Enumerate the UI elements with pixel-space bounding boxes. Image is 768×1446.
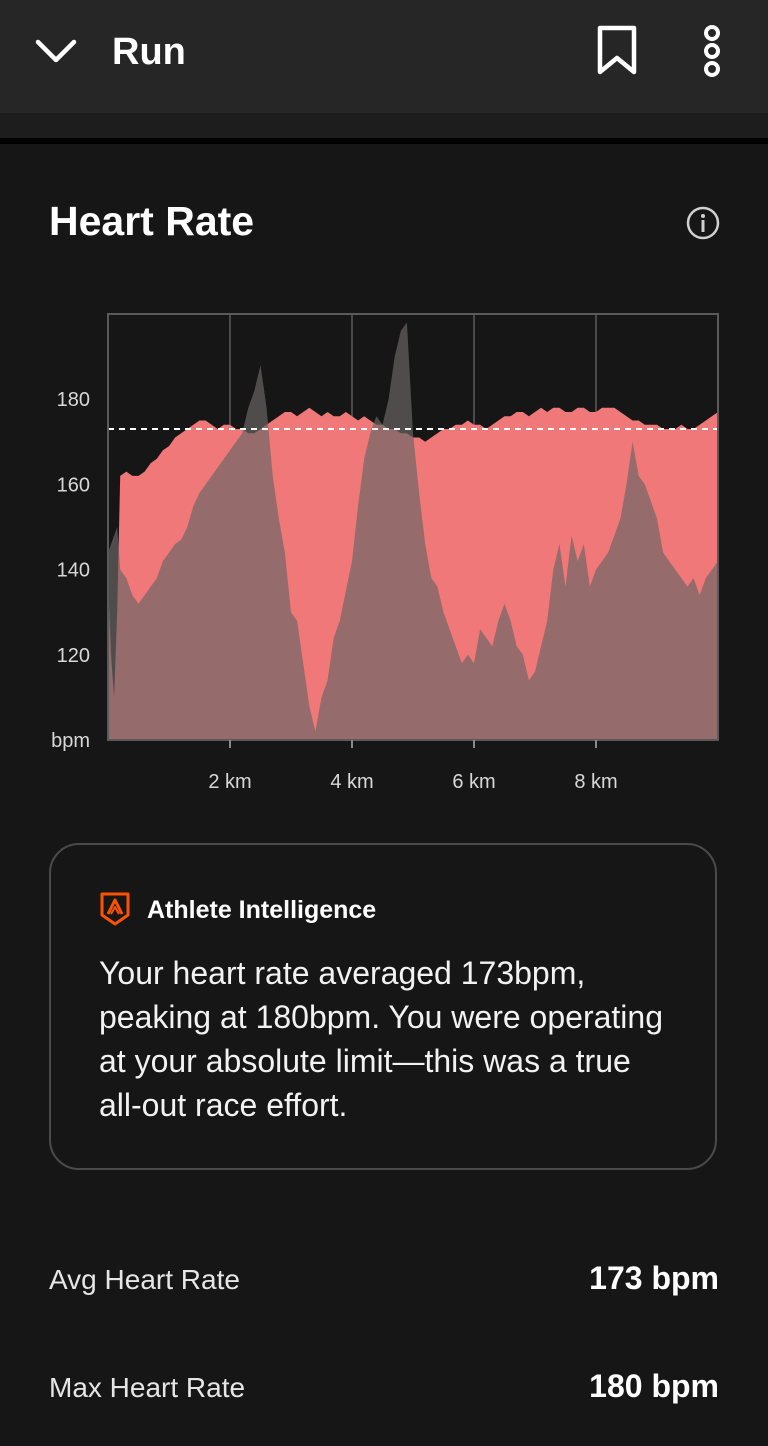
y-tick-label: 140 <box>57 560 90 582</box>
x-tick-label: 4 km <box>330 771 373 793</box>
y-tick-label: 160 <box>57 474 90 496</box>
x-tick-label: 2 km <box>208 771 251 793</box>
section-title: Heart Rate <box>49 198 255 244</box>
info-icon[interactable] <box>685 205 721 241</box>
avg-heart-rate-label: Avg Heart Rate <box>49 1264 240 1295</box>
plot-frame <box>107 313 719 741</box>
athlete-intelligence-text: Your heart rate averaged 173bpm, peaking… <box>99 955 663 1123</box>
page-title: Run <box>112 31 186 73</box>
max-heart-rate-value: 180 bpm <box>589 1368 719 1404</box>
athlete-intelligence-card[interactable]: Athlete Intelligence Your heart rate ave… <box>49 843 717 1170</box>
x-tick-label: 6 km <box>452 771 495 793</box>
top-bar: Run <box>0 0 768 113</box>
section-divider <box>0 138 768 144</box>
y-axis-unit-label: bpm <box>51 730 90 752</box>
more-vertical-icon[interactable] <box>696 24 728 78</box>
elevation-area <box>108 322 718 740</box>
y-tick-label: 120 <box>57 645 90 667</box>
chevron-down-icon[interactable] <box>30 30 82 74</box>
max-heart-rate-label: Max Heart Rate <box>49 1372 246 1403</box>
heart-rate-chart: 2 km 4 km 6 km 8 km 120 140 160 180 bpm <box>51 313 719 793</box>
x-tick-label: 8 km <box>574 771 617 793</box>
athlete-intelligence-icon <box>100 892 130 926</box>
athlete-intelligence-title: Athlete Intelligence <box>147 896 377 924</box>
header-band <box>0 113 768 138</box>
max-heart-rate-row: Max Heart Rate 180 bpm <box>49 1364 719 1414</box>
avg-heart-rate-row: Avg Heart Rate 173 bpm <box>49 1256 719 1306</box>
bookmark-icon[interactable] <box>594 24 640 76</box>
y-tick-label: 180 <box>57 389 90 411</box>
avg-heart-rate-value: 173 bpm <box>589 1260 719 1296</box>
